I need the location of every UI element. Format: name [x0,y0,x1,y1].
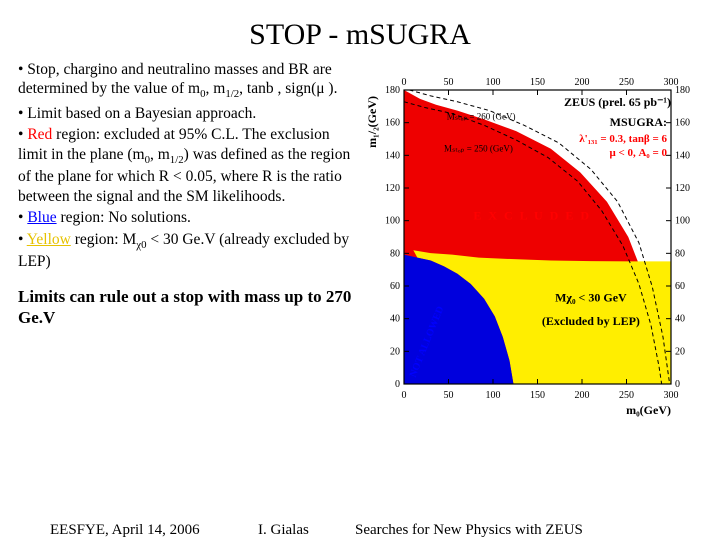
svg-text:200: 200 [575,77,590,88]
svg-text:80: 80 [675,248,685,259]
svg-text:50: 50 [444,390,454,401]
svg-text:40: 40 [675,314,685,325]
svg-text:0: 0 [675,379,680,390]
yellow-label: Yellow [27,231,71,248]
svg-text:μ < 0, A₀ = 0: μ < 0, A₀ = 0 [609,147,667,159]
summary-text: Limits can rule out a stop with mass up … [18,286,353,329]
svg-text:120: 120 [385,183,400,194]
svg-text:100: 100 [675,216,690,227]
page-title: STOP - mSUGRA [0,0,720,60]
bullet-2: • Limit based on a Bayesian approach. [18,104,353,123]
svg-text:(Excluded by LEP): (Excluded by LEP) [542,314,640,328]
svg-text:300: 300 [664,390,679,401]
svg-text:40: 40 [390,314,400,325]
svg-text:20: 20 [390,346,400,357]
svg-text:MSUGRA:: MSUGRA: [610,115,667,129]
svg-text:80: 80 [390,248,400,259]
blue-label: Blue [27,209,56,226]
svg-text:100: 100 [385,216,400,227]
svg-text:180: 180 [675,85,690,96]
footer-title: Searches for New Physics with ZEUS [355,522,583,539]
svg-text:λ'₁₃₁ = 0.3, tanβ = 6: λ'₁₃₁ = 0.3, tanβ = 6 [579,133,667,145]
svg-text:0: 0 [402,390,407,401]
svg-text:60: 60 [390,281,400,292]
svg-text:140: 140 [385,150,400,161]
footer-author: I. Gialas [258,522,309,539]
svg-text:60: 60 [675,281,685,292]
bullet-4: • Blue region: No solutions. [18,208,353,227]
svg-text:Mχ₀ < 30 GeV: Mχ₀ < 30 GeV [555,291,627,305]
svg-text:100: 100 [486,390,501,401]
svg-text:Mₛₜₒₚ = 260 (GeV): Mₛₜₒₚ = 260 (GeV) [447,111,516,121]
bullet-5: • Yellow region: Mχ0 < 30 Ge.V (already … [18,230,353,272]
svg-text:250: 250 [619,77,634,88]
svg-text:0: 0 [402,77,407,88]
svg-text:200: 200 [575,390,590,401]
svg-text:100: 100 [486,77,501,88]
bullet-3: • Red region: excluded at 95% C.L. The e… [18,125,353,206]
svg-text:50: 50 [444,77,454,88]
footer-date: EESFYE, April 14, 2006 [50,522,200,539]
svg-text:180: 180 [385,85,400,96]
svg-text:m₁/₂(GeV): m₁/₂(GeV) [365,96,379,148]
svg-text:20: 20 [675,346,685,357]
svg-text:150: 150 [530,77,545,88]
svg-text:160: 160 [675,118,690,129]
bullet-1: • Stop, chargino and neutralino masses a… [18,60,353,102]
svg-text:150: 150 [530,390,545,401]
svg-text:Mₛₜₒₚ = 250 (GeV): Mₛₜₒₚ = 250 (GeV) [444,144,513,154]
svg-text:E X C L U D E D: E X C L U D E D [473,208,591,222]
svg-text:140: 140 [675,150,690,161]
text-column: • Stop, chargino and neutralino masses a… [18,60,361,328]
svg-text:160: 160 [385,118,400,129]
svg-text:ZEUS (prel. 65 pb⁻¹): ZEUS (prel. 65 pb⁻¹) [564,95,671,109]
svg-text:m₀(GeV): m₀(GeV) [626,403,671,417]
svg-text:0: 0 [395,379,400,390]
svg-text:120: 120 [675,183,690,194]
svg-text:250: 250 [619,390,634,401]
red-label: Red [27,126,52,143]
exclusion-plot: 0050501001001501502002002502503003000020… [360,70,705,418]
